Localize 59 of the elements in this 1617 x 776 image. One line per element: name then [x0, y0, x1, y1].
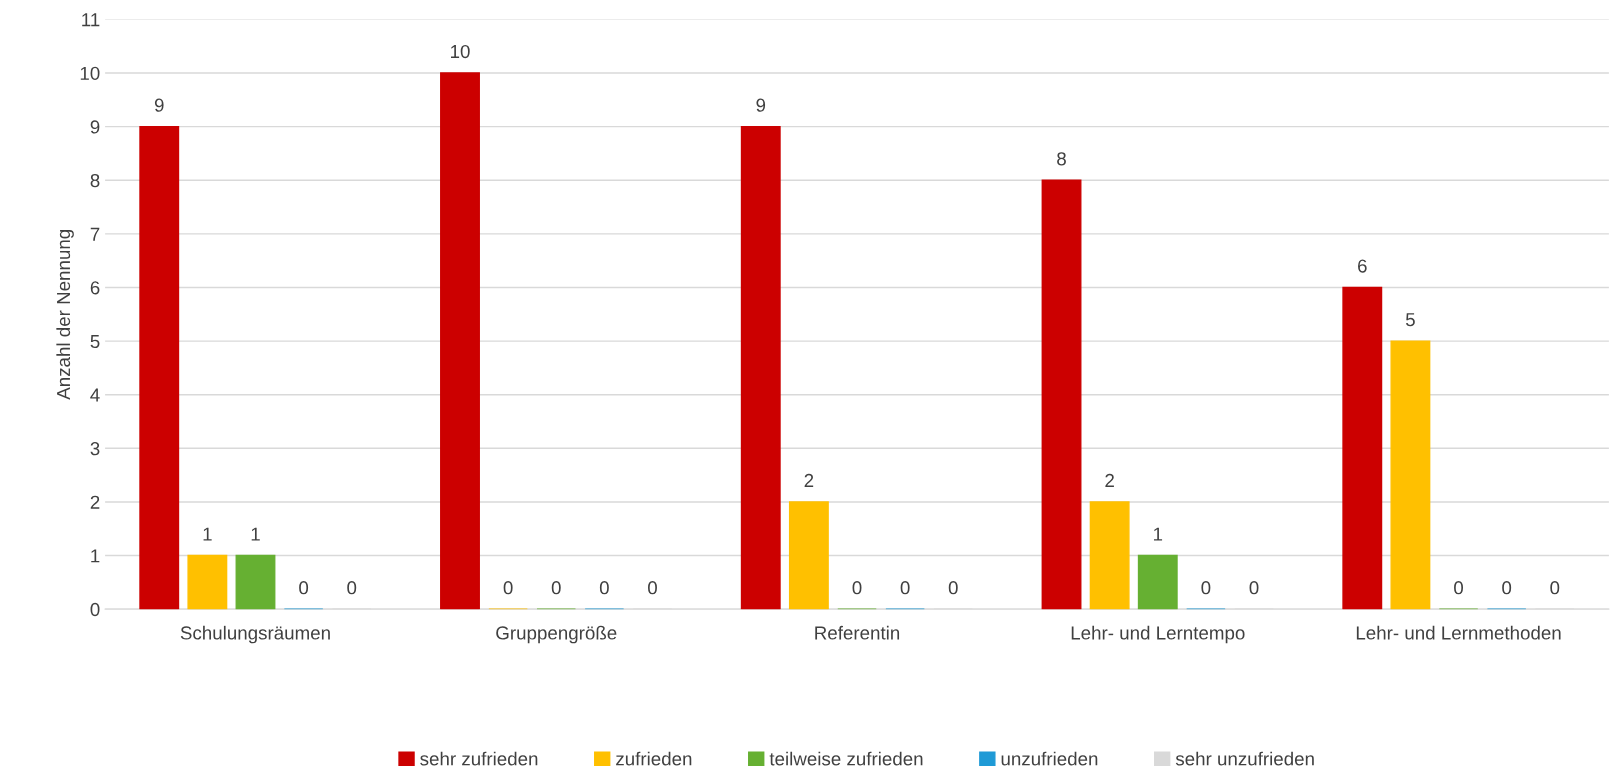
x-tick-label: Lehr- und Lerntempo [1071, 625, 1245, 644]
data-label: 0 [347, 581, 357, 595]
legend-label: sehr unzufrieden [1175, 751, 1314, 766]
data-label: 0 [599, 581, 609, 595]
y-tick-label: 7 [90, 227, 100, 241]
y-tick-label: 1 [91, 549, 100, 563]
bar [139, 125, 180, 610]
y-tick-label: 9 [90, 120, 100, 134]
data-label: 5 [1405, 313, 1415, 327]
data-label: 0 [551, 581, 561, 595]
y-tick-label: 4 [90, 388, 100, 402]
bar [235, 554, 276, 610]
data-label: 0 [1249, 581, 1259, 595]
legend-label: teilweise zufrieden [769, 751, 923, 766]
x-tick-label: Gruppengröße [496, 625, 617, 644]
data-label: 9 [756, 98, 766, 112]
data-label: 1 [1153, 527, 1163, 541]
x-tick-label: Referentin [815, 625, 900, 640]
bar [1089, 501, 1130, 610]
data-label: 0 [1502, 581, 1512, 595]
data-label: 0 [503, 581, 513, 595]
x-tick-label: Lehr- und Lernmethoden [1356, 625, 1561, 640]
data-label: 10 [451, 44, 470, 59]
bar [788, 501, 829, 610]
data-label: 0 [648, 581, 657, 595]
legend-label: sehr zufrieden [420, 751, 538, 766]
data-label: 9 [154, 98, 164, 112]
data-label: 0 [299, 581, 309, 595]
bar [1390, 340, 1431, 610]
data-label: 6 [1358, 259, 1367, 273]
data-label: 0 [900, 581, 910, 595]
data-label: 0 [852, 581, 862, 595]
y-tick-label: 5 [90, 334, 100, 349]
data-label: 0 [1201, 581, 1211, 595]
y-tick-label: 3 [90, 442, 100, 456]
bar [1342, 286, 1383, 610]
x-tick-label: Schulungsräumen [180, 625, 330, 644]
bar [740, 125, 781, 610]
bar [187, 554, 228, 610]
data-label: 1 [251, 527, 260, 541]
data-label: 0 [1550, 581, 1560, 595]
bar [440, 72, 480, 610]
y-axis-title: Anzahl der Nennung [56, 230, 74, 400]
y-tick-label: 10 [80, 66, 100, 80]
data-label: 1 [203, 527, 212, 541]
data-label: 2 [804, 473, 814, 487]
legend-label: zufrieden [616, 751, 692, 766]
bar [1041, 179, 1082, 610]
data-label: 2 [1105, 473, 1114, 487]
data-label: 8 [1057, 152, 1066, 166]
y-tick-label: 6 [90, 281, 100, 295]
data-label: 0 [1454, 581, 1464, 595]
legend-label: unzufrieden [1001, 751, 1098, 766]
y-tick-label: 8 [90, 173, 100, 188]
y-tick-label: 11 [82, 13, 100, 27]
bar [1137, 554, 1178, 610]
y-tick-label: 2 [90, 495, 100, 509]
y-tick-label: 0 [90, 602, 100, 617]
data-label: 0 [948, 581, 958, 595]
